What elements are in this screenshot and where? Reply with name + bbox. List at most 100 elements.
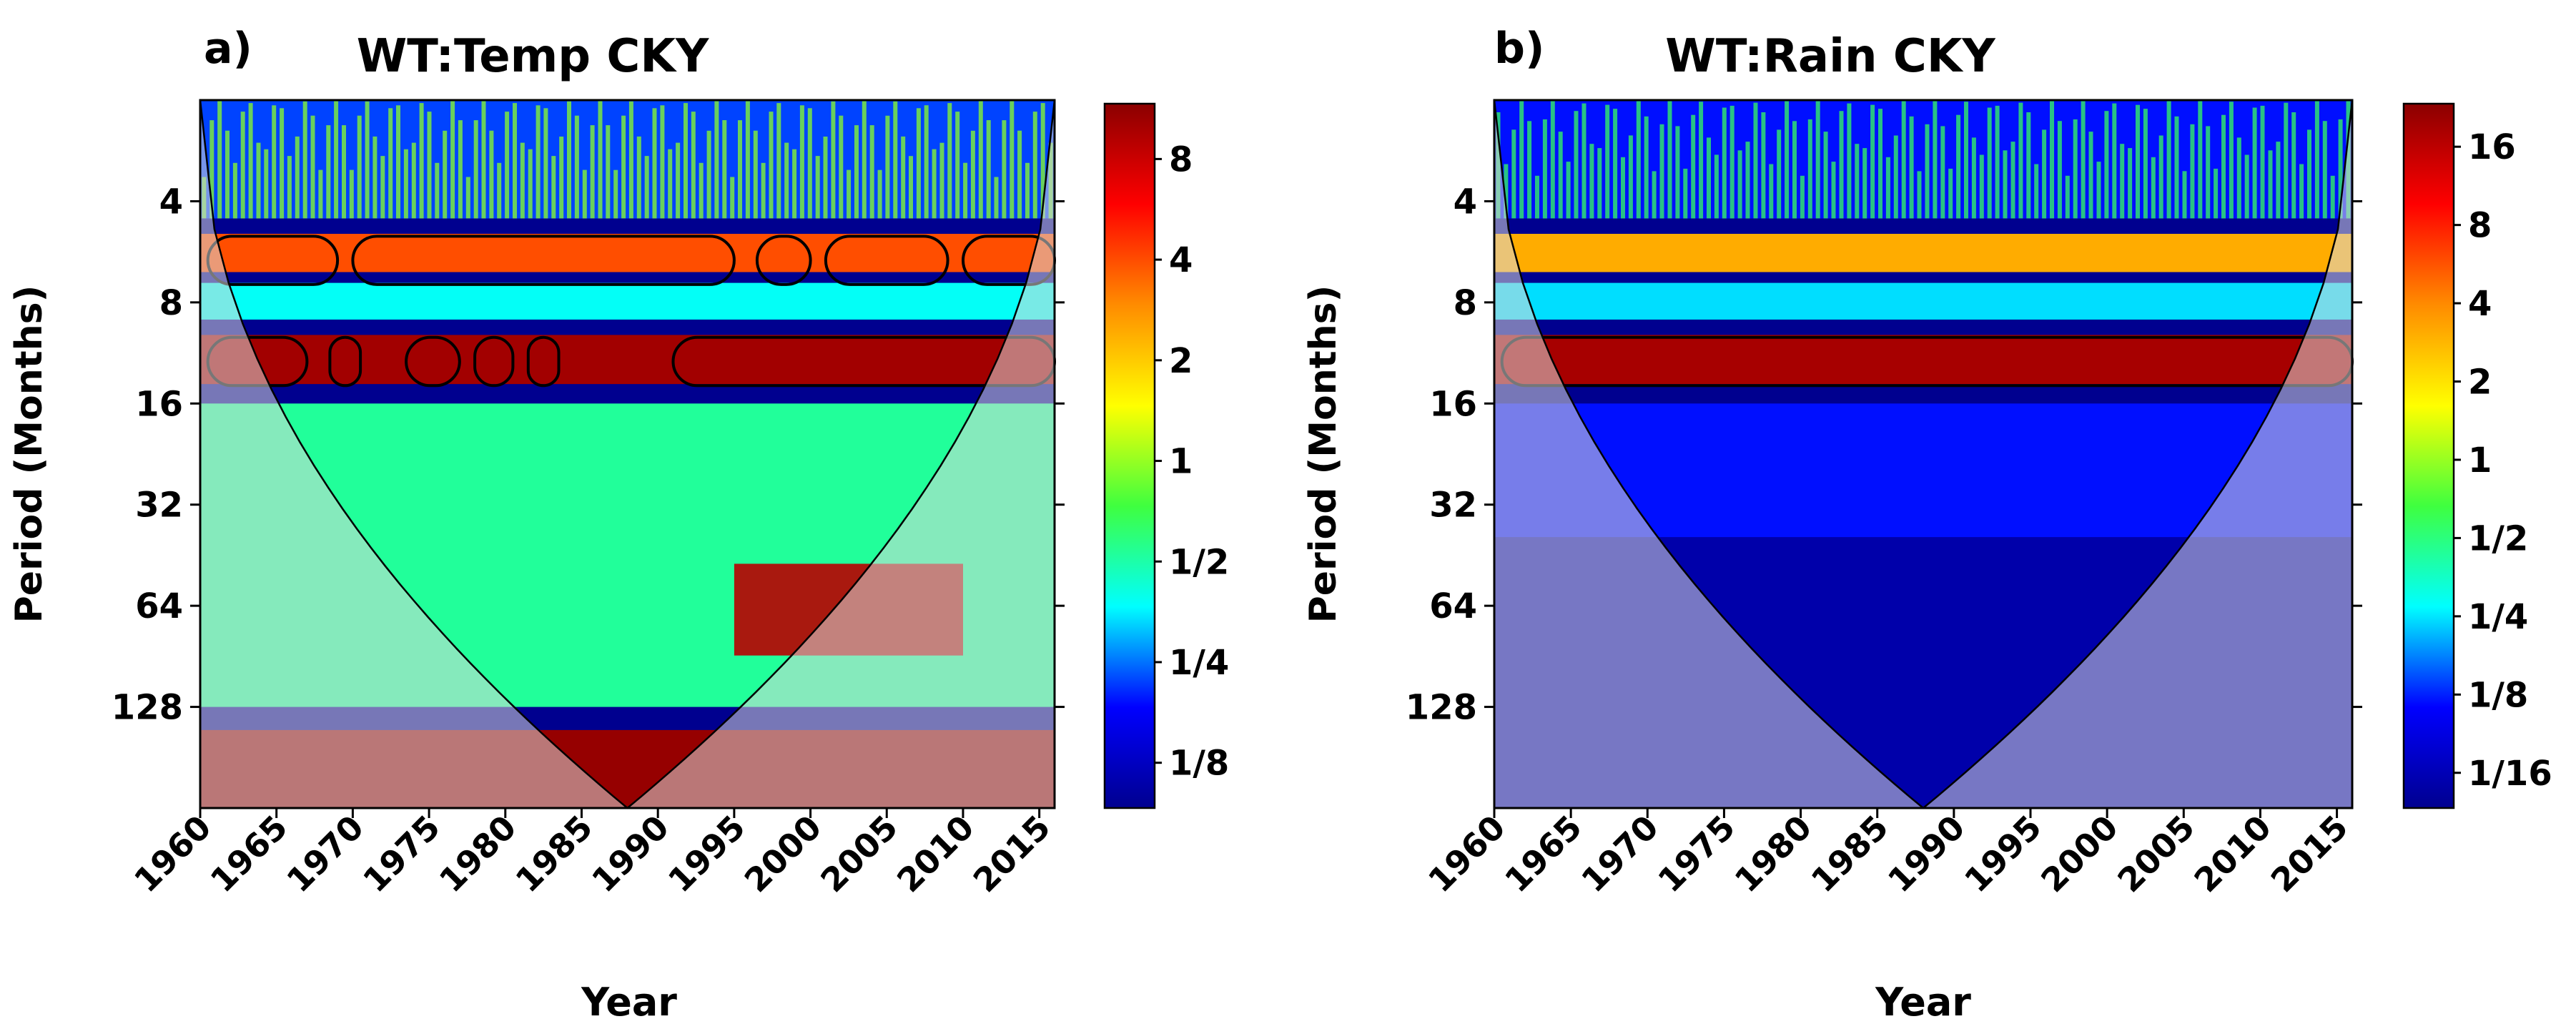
- noise-streak: [2026, 112, 2031, 219]
- noise-streak: [2229, 102, 2234, 219]
- noise-streak: [668, 149, 673, 219]
- y-tick-label: 8: [1454, 283, 1477, 323]
- noise-streak: [877, 169, 882, 219]
- noise-streak: [310, 115, 315, 219]
- colorbar-tick-label: 16: [2468, 127, 2516, 167]
- noise-streak: [691, 112, 696, 219]
- noise-streak: [450, 100, 455, 219]
- colorbar-tick-label: 4: [2468, 284, 2492, 324]
- noise-streak: [1699, 102, 1704, 219]
- noise-streak: [264, 149, 269, 219]
- x-tick-label: 1980: [432, 808, 524, 900]
- panel-b-colorbar-ticks: 16 8 4 2 1 1/2 1/4 1/8 1/16: [2454, 127, 2552, 794]
- noise-streak: [1785, 100, 1790, 219]
- panel-b-coi-shade: [1494, 100, 2352, 808]
- noise-streak: [232, 162, 237, 219]
- noise-streak: [1870, 104, 1875, 219]
- noise-streak: [388, 108, 393, 219]
- colorbar-tick-label: 1/2: [1169, 542, 1229, 582]
- noise-streak: [2307, 129, 2311, 219]
- x-tick-label: 1980: [1727, 808, 1820, 900]
- noise-streak: [652, 108, 657, 219]
- noise-streak: [699, 162, 704, 219]
- noise-streak: [2221, 114, 2226, 219]
- noise-streak: [1574, 111, 1579, 219]
- noise-streak: [520, 142, 525, 219]
- noise-streak: [2081, 100, 2086, 219]
- noise-streak: [513, 103, 517, 219]
- panel-a-x-axis: 1960196519701975198019851990199520002005…: [127, 808, 1057, 900]
- x-tick-label: 1985: [508, 808, 601, 900]
- noise-streak: [1862, 148, 1867, 219]
- noise-streak: [613, 169, 618, 219]
- noise-streak: [621, 115, 626, 219]
- noise-streak: [955, 112, 960, 219]
- noise-streak: [1745, 142, 1750, 219]
- panel-b-plot: 4 8 16 32 64 128 1960196519701975198019851990…: [1406, 99, 2362, 900]
- panel-a-plot: 4 8 16 32 64 128 1960196519701975198019851990…: [112, 99, 1065, 900]
- panel-b-colorbar: 16 8 4 2 1 1/2 1/4 1/8 1/16: [2402, 102, 2552, 809]
- noise-streak: [2244, 154, 2249, 219]
- noise-streak: [784, 142, 789, 219]
- panel-a-colorbar: 8 4 2 1 1/2 1/4 1/8: [1103, 102, 1229, 809]
- x-tick-label: 1990: [1880, 808, 1973, 900]
- noise-streak: [1025, 162, 1030, 219]
- noise-streak: [559, 137, 564, 219]
- noise-streak: [2190, 124, 2195, 219]
- noise-streak: [893, 101, 898, 219]
- noise-streak: [722, 120, 727, 219]
- noise-streak: [815, 156, 820, 219]
- noise-streak: [536, 105, 541, 219]
- noise-streak: [854, 125, 859, 219]
- noise-streak: [885, 115, 890, 219]
- noise-streak: [994, 177, 999, 219]
- noise-streak: [738, 120, 742, 219]
- colorbar-tick-label: 1/8: [1169, 744, 1229, 784]
- noise-streak: [2182, 171, 2187, 219]
- panel-a-colorbar-ticks: 8 4 2 1 1/2 1/4 1/8: [1155, 139, 1229, 784]
- panel-b-title: WT:Rain CKY: [1665, 30, 1995, 83]
- panel-a-frame: [199, 99, 1056, 809]
- noise-streak: [2322, 121, 2327, 219]
- x-tick-label: 2010: [889, 808, 982, 900]
- y-tick-label: 8: [159, 283, 183, 323]
- noise-streak: [932, 149, 937, 219]
- x-tick-label: 1970: [1574, 808, 1666, 900]
- noise-streak: [505, 112, 510, 219]
- panel-b-label: b): [1494, 24, 1544, 74]
- noise-streak: [628, 101, 633, 219]
- noise-streak: [753, 130, 758, 219]
- noise-streak: [1815, 100, 1820, 219]
- panel-b-frame: [1493, 99, 2354, 809]
- noise-streak: [970, 130, 975, 219]
- noise-streak: [2143, 109, 2148, 219]
- heatmap-band: [200, 234, 1055, 272]
- noise-streak: [776, 103, 781, 219]
- noise-streak: [2299, 164, 2304, 219]
- noise-streak: [1839, 111, 1844, 219]
- noise-streak: [435, 162, 440, 219]
- noise-streak: [280, 108, 285, 219]
- noise-streak: [1644, 116, 1649, 219]
- noise-streak: [2104, 111, 2109, 219]
- colorbar-tick-label: 2: [1169, 341, 1193, 381]
- noise-streak: [342, 125, 346, 219]
- noise-streak: [1917, 171, 1922, 219]
- noise-streak: [660, 105, 665, 219]
- noise-streak: [2252, 107, 2257, 219]
- noise-streak: [1964, 102, 1968, 219]
- noise-streak: [847, 169, 852, 219]
- y-tick-label: 4: [1454, 182, 1477, 222]
- noise-streak: [473, 120, 478, 219]
- noise-streak: [676, 142, 681, 219]
- panel-b-xlabel: Year: [1875, 980, 1971, 1025]
- noise-streak: [334, 100, 339, 219]
- noise-streak: [1979, 154, 1984, 219]
- x-tick-label: 1975: [1650, 808, 1742, 900]
- y-tick-label: 64: [135, 586, 183, 626]
- noise-streak: [1777, 129, 1782, 219]
- noise-streak: [606, 125, 611, 219]
- x-tick-label: 1975: [355, 808, 448, 900]
- noise-streak: [769, 112, 774, 219]
